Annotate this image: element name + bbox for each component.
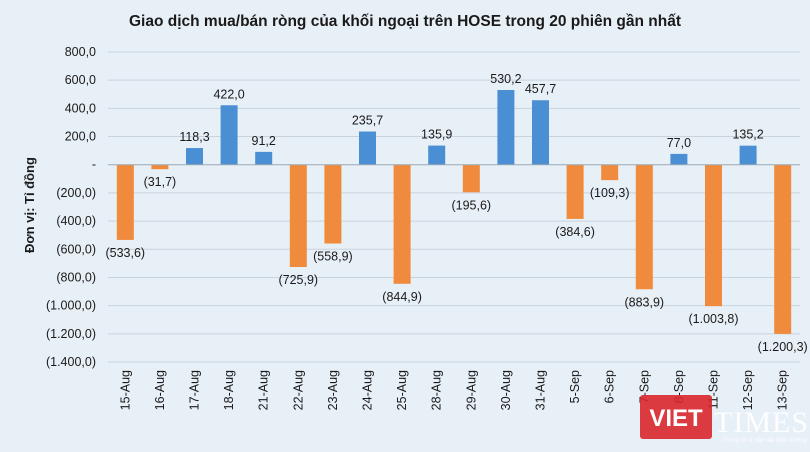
y-tick-label: (200,0) (56, 186, 96, 200)
x-tick-label: 31-Aug (534, 370, 548, 410)
data-label: 118,3 (179, 130, 209, 144)
x-tick-label: 29-Aug (464, 370, 478, 410)
bar-31-Aug (532, 100, 549, 165)
bar-5-Sep (566, 164, 584, 219)
data-label: (725,9) (278, 273, 318, 287)
data-label: 530,2 (490, 72, 521, 86)
x-tick-label: 13-Sep (776, 370, 790, 410)
y-tick-label: (800,0) (56, 270, 96, 284)
y-tick-label: 600,0 (65, 73, 96, 87)
data-label: 135,2 (732, 128, 763, 142)
data-label: (109,3) (590, 186, 630, 200)
x-tick-label: 22-Aug (291, 370, 305, 410)
y-tick-label: (400,0) (56, 214, 96, 228)
x-tick-label: 25-Aug (395, 370, 409, 410)
x-tick-label: 17-Aug (188, 370, 202, 410)
data-label: 235,7 (352, 114, 383, 128)
bar-12-Sep (739, 145, 757, 165)
data-label: (31,7) (144, 175, 177, 189)
bar-13-Sep (774, 164, 792, 334)
bar-7-Sep (635, 164, 653, 290)
bar-25-Aug (393, 164, 411, 284)
x-tick-label: 24-Aug (361, 370, 375, 410)
bar-6-Sep (601, 164, 619, 181)
y-tick-label: 200,0 (65, 130, 96, 144)
x-tick-label: 15-Aug (118, 370, 132, 410)
bar-21-Aug (255, 151, 273, 165)
bar-18-Aug (220, 105, 238, 165)
bar-30-Aug (497, 90, 515, 165)
data-labels: (533,6) (31,7) 118,3 422,0 91,2 (725,9) (558,9… (105, 72, 807, 354)
y-tick-label: (1.000,0) (46, 299, 96, 313)
bar-17-Aug (186, 148, 203, 165)
watermark-red-box (640, 395, 712, 439)
x-axis-ticks: 15-Aug 16-Aug 17-Aug 18-Aug 21-Aug 22-Aug 23-A… (118, 370, 789, 410)
bar-24-Aug (359, 131, 376, 165)
data-label: (883,9) (624, 295, 664, 309)
x-tick-label: 18-Aug (222, 370, 236, 410)
watermark-tagline: Thông tin & dẫn dắt định hướng (722, 437, 807, 444)
x-tick-label: 28-Aug (430, 370, 444, 410)
watermark-viet-text: VIET (649, 405, 703, 432)
bar-8-Sep (670, 153, 688, 165)
y-tick-label: (1.200,0) (46, 327, 96, 341)
y-tick-label: - (92, 158, 96, 172)
y-axis-ticks: 800,0 600,0 400,0 200,0 - (200,0) (400,0) (600,… (46, 45, 96, 369)
y-tick-label: (1.400,0) (46, 355, 96, 369)
watermark-times-text: TIMES (714, 406, 809, 439)
bar-22-Aug (289, 164, 307, 268)
bar-16-Aug (151, 164, 169, 170)
data-label: (558,9) (313, 249, 353, 263)
y-axis-label: Đơn vị: Tỉ đồng (22, 157, 37, 253)
y-tick-label: 800,0 (65, 45, 96, 59)
x-tick-label: 6-Sep (603, 370, 617, 403)
chart-title: Giao dịch mua/bán ròng của khối ngoại tr… (129, 13, 681, 30)
data-label: 422,0 (213, 87, 244, 101)
bar-28-Aug (428, 145, 446, 165)
data-label: 457,7 (525, 82, 556, 96)
bar-11-Sep (705, 164, 722, 307)
data-label: (1.200,3) (758, 340, 808, 354)
data-label: (1.003,8) (688, 312, 738, 326)
bar-29-Aug (462, 164, 480, 193)
x-tick-label: 23-Aug (326, 370, 340, 410)
data-label: (533,6) (105, 246, 145, 260)
data-label: (384,6) (555, 225, 595, 239)
bars (116, 90, 792, 334)
data-label: (195,6) (451, 198, 491, 212)
x-tick-label: 30-Aug (499, 370, 513, 410)
x-tick-label: 12-Sep (741, 370, 755, 410)
x-tick-label: 16-Aug (153, 370, 167, 410)
bar-15-Aug (116, 164, 134, 240)
y-tick-label: 400,0 (65, 101, 96, 115)
x-tick-label: 5-Sep (568, 370, 582, 403)
bar-23-Aug (324, 164, 342, 244)
data-label: 135,9 (421, 128, 452, 142)
y-tick-label: (600,0) (56, 242, 96, 256)
vietimes-watermark: VIET TIMES Thông tin & dẫn dắt định hướn… (640, 395, 809, 444)
x-tick-label: 21-Aug (257, 370, 271, 410)
data-label: (844,9) (382, 290, 422, 304)
data-label: 91,2 (252, 134, 276, 148)
data-label: 77,0 (667, 136, 691, 150)
